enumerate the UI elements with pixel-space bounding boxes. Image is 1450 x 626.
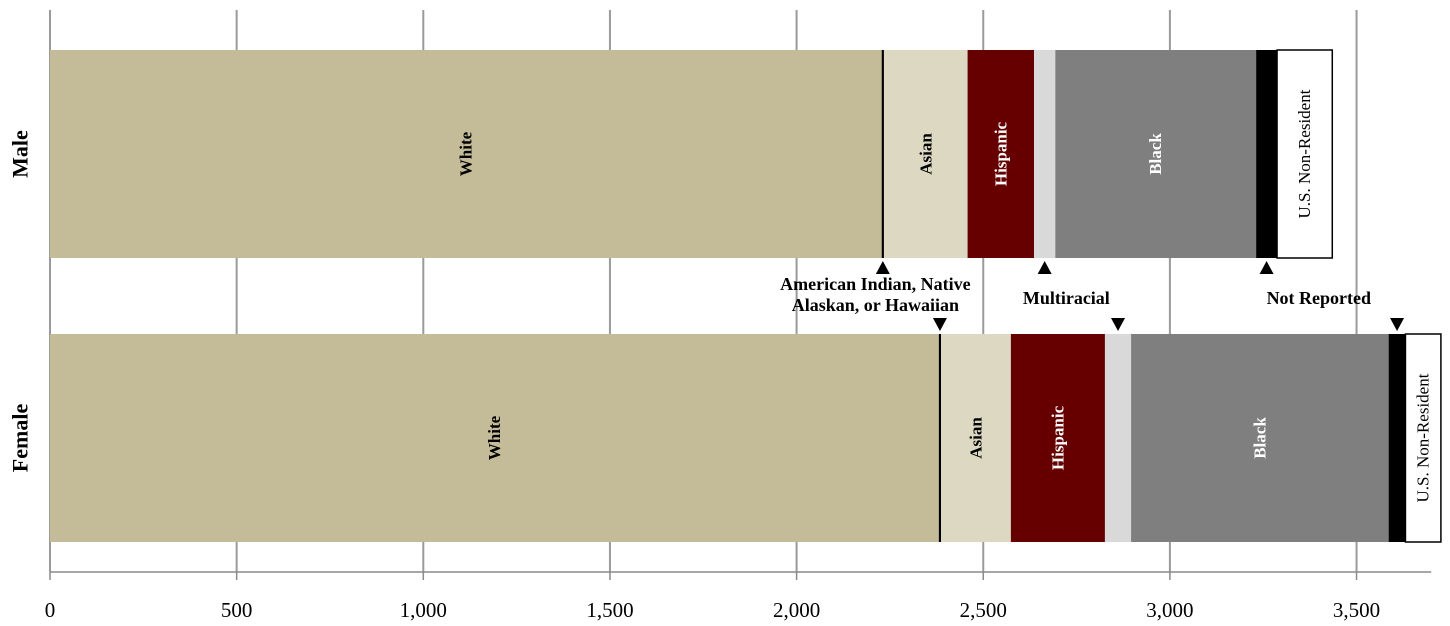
- bar-white-male: [50, 50, 882, 258]
- x-tick-label: 1,000: [400, 598, 447, 622]
- x-tick-label: 3,000: [1146, 598, 1193, 622]
- segment-label-white: White: [485, 415, 504, 460]
- x-tick-label: 2,000: [773, 598, 820, 622]
- bar-amind-female: [938, 334, 942, 542]
- bar-notreported-male: [1256, 50, 1278, 258]
- annotation-multiracial: Multiracial: [1023, 288, 1110, 308]
- segment-label-black: Black: [1250, 417, 1269, 459]
- segment-label-hispanic: Hispanic: [991, 121, 1010, 186]
- arrow-up-icon: [875, 261, 890, 274]
- bar-multiracial-male: [1034, 50, 1056, 258]
- bar-hispanic-female: [1010, 334, 1105, 542]
- arrow-down-icon: [932, 318, 947, 331]
- segment-label-asian: Asian: [966, 417, 985, 459]
- segment-label-white: White: [456, 131, 475, 176]
- bars: White Asian Hispanic Black U.S. Non-Resident…: [50, 49, 1442, 543]
- bar-nonresident-female: [1404, 333, 1442, 543]
- category-label: Female: [8, 404, 33, 473]
- bar-hispanic-male: [967, 50, 1035, 258]
- bar-notreported-female: [1388, 334, 1406, 542]
- bar-asian-male: [883, 50, 968, 258]
- segment-label-asian: Asian: [916, 133, 935, 175]
- bar-white-female: [50, 334, 939, 542]
- segment-label-black: Black: [1146, 133, 1165, 175]
- category-label: Male: [8, 130, 33, 178]
- bar-amind-male: [881, 50, 884, 258]
- segment-label-nonresident: U.S. Non-Resident: [1295, 89, 1314, 218]
- x-tick-label: 1,500: [586, 598, 633, 622]
- bar-multiracial-female: [1104, 334, 1132, 542]
- bar-black-female: [1131, 334, 1389, 542]
- annotation-amind: Alaskan, or Hawaiian: [792, 295, 959, 315]
- category-labels: Male Female: [8, 130, 33, 472]
- x-tick-label: 3,500: [1333, 598, 1380, 622]
- x-tick-label: 2,500: [960, 598, 1007, 622]
- arrow-up-icon: [1259, 261, 1274, 274]
- x-axis: 0 500 1,000 1,500 2,000 2,500 3,000 3,500: [45, 571, 1432, 622]
- bar-black-male: [1055, 50, 1257, 258]
- annotation-notreported: Not Reported: [1267, 288, 1371, 308]
- arrow-down-icon: [1111, 318, 1126, 331]
- bar-nonresident-male: [1276, 49, 1334, 259]
- x-tick-label: 500: [221, 598, 253, 622]
- segment-label-hispanic: Hispanic: [1048, 405, 1067, 470]
- segment-label-nonresident: U.S. Non-Resident: [1414, 373, 1433, 502]
- bar-asian-female: [941, 334, 1011, 542]
- arrow-up-icon: [1037, 261, 1052, 274]
- annotation-amind: American Indian, Native: [780, 274, 971, 294]
- x-tick-label: 0: [45, 598, 56, 622]
- arrow-down-icon: [1390, 318, 1405, 331]
